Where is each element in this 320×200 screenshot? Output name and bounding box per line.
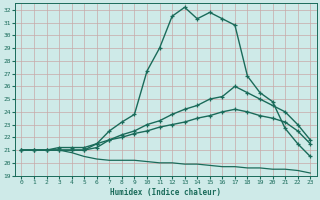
X-axis label: Humidex (Indice chaleur): Humidex (Indice chaleur) — [110, 188, 221, 197]
